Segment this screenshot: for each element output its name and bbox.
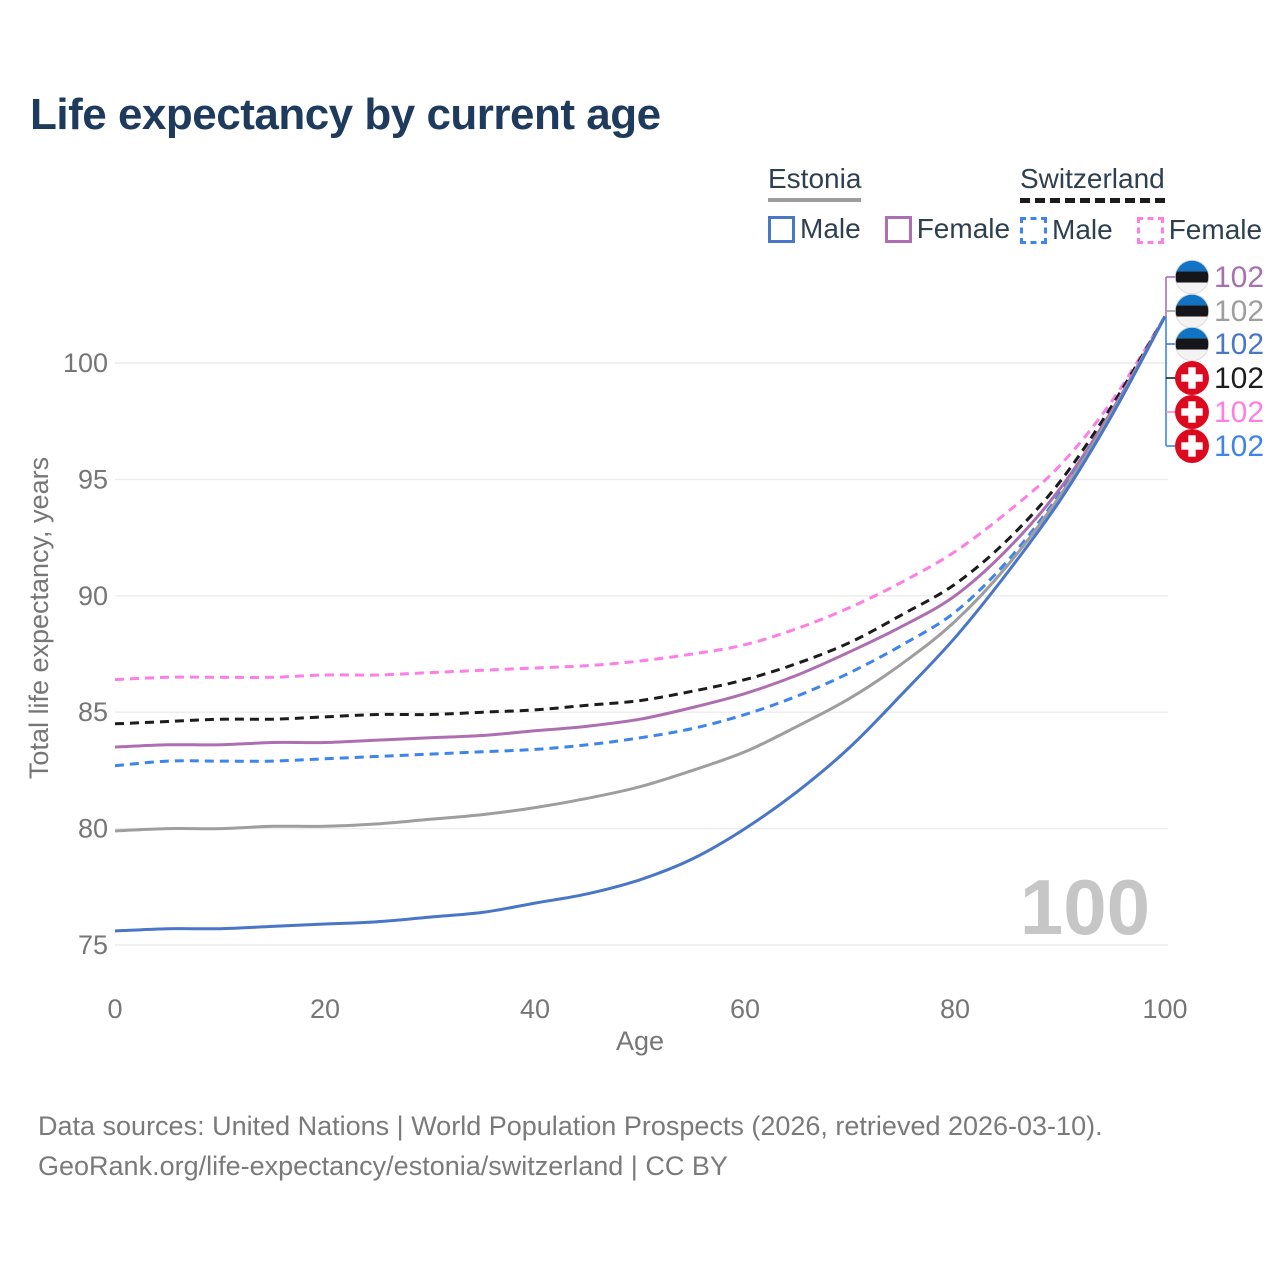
series-line-switzerland-female	[114, 315, 1167, 682]
legend-country-estonia[interactable]: Estonia	[768, 163, 862, 205]
footer: Data sources: United Nations | World Pop…	[38, 1106, 1103, 1186]
legend-entry-estonia-female[interactable]: Female	[884, 213, 1011, 245]
end-label-value-3: 102	[1214, 362, 1264, 395]
legend-entries-estonia: Male Female	[768, 213, 1010, 245]
switzerland-flag-icon	[1175, 395, 1209, 429]
x-tick-label-80: 80	[940, 994, 970, 1024]
y-tick-label-95: 95	[78, 464, 108, 494]
data-sources-text: Data sources: United Nations | World Pop…	[38, 1111, 1103, 1141]
estonia-male-swatch-icon	[768, 215, 795, 243]
x-axis-title: Age	[616, 1026, 664, 1056]
estonia-flag-icon	[1174, 259, 1210, 295]
estonia-flag-icon	[1174, 326, 1210, 362]
y-tick-label-75: 75	[78, 930, 108, 960]
switzerland-flag-icon	[1175, 429, 1209, 463]
legend-group-estonia: Estonia Male Female	[768, 163, 1010, 245]
estonia-flag-black-band	[1175, 338, 1209, 350]
legend-entry-switzerland-female-label: Female	[1168, 214, 1263, 245]
estonia-flag-white-band	[1175, 349, 1209, 361]
end-label-value-2: 102	[1214, 328, 1264, 361]
y-tick-label-85: 85	[78, 697, 108, 727]
estonia-flag-white-band	[1175, 282, 1209, 294]
legend-country-switzerland-label: Switzerland	[1020, 163, 1165, 194]
series-line-estonia-female	[114, 315, 1167, 749]
x-tick-label-20: 20	[310, 994, 340, 1024]
legend-entry-switzerland-male-label: Male	[1052, 214, 1113, 245]
legend-entry-estonia-male[interactable]: Male	[768, 213, 861, 245]
chart-title: Life expectancy by current age	[30, 90, 661, 139]
switzerland-male-swatch-icon	[1020, 216, 1047, 244]
legend-entries-switzerland: Male Female	[1020, 214, 1262, 246]
estonia-female-swatch-icon	[884, 215, 912, 243]
end-label-value-4: 102	[1214, 396, 1264, 429]
estonia-flag-bands	[1175, 327, 1209, 361]
estonia-flag-outline	[1174, 259, 1210, 295]
estonia-flag-icon	[1174, 293, 1210, 329]
current-age-watermark: 100	[1019, 863, 1150, 951]
switzerland-dashed-line-swatch	[1020, 198, 1165, 203]
attribution-text: GeoRank.org/life-expectancy/estonia/swit…	[38, 1151, 728, 1181]
estonia-flag-bands	[1175, 260, 1209, 294]
legend-entry-switzerland-female[interactable]: Female	[1136, 214, 1263, 246]
end-label-value-0: 102	[1214, 261, 1264, 294]
estonia-solid-line-swatch	[768, 198, 862, 202]
series-line-estonia-both-sexes	[114, 315, 1167, 833]
y-axis-title: Total life expectancy, years	[24, 457, 54, 779]
estonia-flag-blue-band	[1175, 294, 1209, 306]
switzerland-flag-icon	[1175, 361, 1209, 395]
legend-entry-estonia-male-label: Male	[800, 213, 861, 244]
legend-entry-estonia-female-label: Female	[916, 213, 1011, 244]
estonia-flag-blue-band	[1175, 260, 1209, 272]
switzerland-flag-cross-horizontal	[1181, 442, 1203, 450]
x-tick-label-100: 100	[1142, 994, 1187, 1024]
switzerland-flag-cross-horizontal	[1181, 374, 1203, 382]
y-tick-label-90: 90	[78, 581, 108, 611]
series-line-switzerland-both-sexes	[114, 315, 1167, 726]
x-tick-label-40: 40	[520, 994, 550, 1024]
legend-entry-switzerland-male[interactable]: Male	[1020, 214, 1113, 246]
legend-country-estonia-label: Estonia	[768, 163, 862, 194]
x-tick-label-0: 0	[107, 994, 122, 1024]
switzerland-female-swatch-icon	[1136, 216, 1164, 244]
series-line-estonia-male	[114, 315, 1167, 933]
estonia-flag-white-band	[1175, 316, 1209, 328]
series-line-switzerland-male	[114, 315, 1167, 768]
y-tick-label-80: 80	[78, 814, 108, 844]
switzerland-flag-cross-horizontal	[1181, 408, 1203, 416]
estonia-flag-blue-band	[1175, 327, 1209, 339]
y-tick-label-100: 100	[63, 348, 108, 378]
end-label-value-1: 102	[1214, 295, 1264, 328]
end-label-value-5: 102	[1214, 430, 1264, 463]
x-tick-label-60: 60	[730, 994, 760, 1024]
estonia-flag-black-band	[1175, 305, 1209, 317]
estonia-flag-outline	[1174, 326, 1210, 362]
estonia-flag-bands	[1175, 294, 1209, 328]
legend-group-switzerland: Switzerland Male Female	[1020, 163, 1262, 246]
legend-country-switzerland[interactable]: Switzerland	[1020, 163, 1165, 206]
estonia-flag-black-band	[1175, 271, 1209, 283]
